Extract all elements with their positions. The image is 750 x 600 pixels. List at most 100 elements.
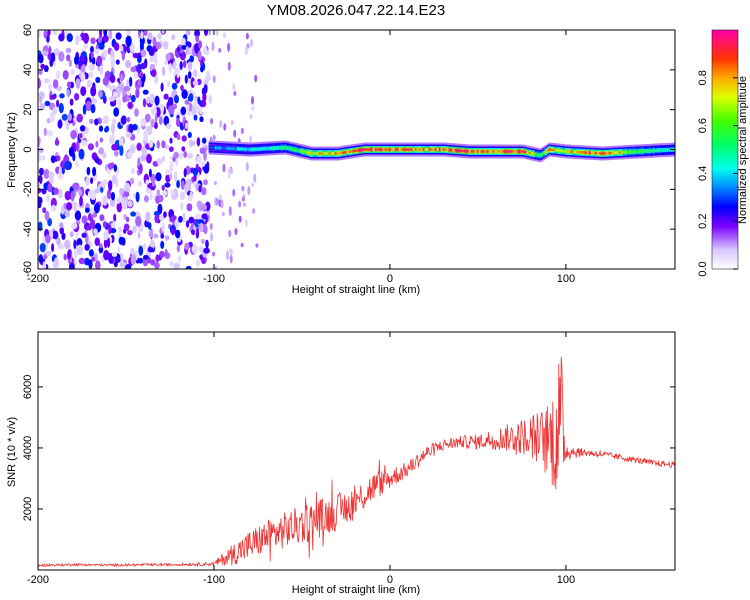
colorbar-tick-label: 0.2 (697, 214, 709, 229)
snr-panel: -200 -100 0 100 2000 4000 6000 Height of strai… (6, 331, 676, 596)
noise-cell (81, 232, 87, 238)
signal-cell (318, 152, 322, 155)
noise-cell (199, 105, 203, 115)
noise-cell (191, 244, 198, 254)
noise-cell (209, 223, 213, 230)
noise-cell (130, 94, 136, 103)
signal-cell (392, 148, 396, 151)
noise-cell (161, 190, 168, 196)
noise-cell (121, 198, 128, 210)
noise-cell (61, 232, 66, 240)
signal-cell (386, 148, 390, 151)
signal-cell (542, 152, 546, 155)
noise-cell (200, 203, 207, 211)
noise-cell (253, 173, 257, 183)
noise-cell (195, 227, 200, 239)
noise-cell (123, 85, 130, 92)
noise-cell (39, 95, 43, 104)
noise-cell (195, 35, 199, 43)
noise-cell (46, 130, 54, 137)
noise-cell (38, 174, 43, 185)
noise-cell (135, 191, 140, 203)
noise-cell (185, 45, 190, 56)
noise-cell (112, 118, 117, 125)
noise-cell (123, 214, 127, 220)
noise-cell (121, 49, 126, 61)
noise-cell (199, 147, 206, 155)
signal-cell (364, 148, 368, 151)
signal-cell (606, 152, 610, 155)
noise-cell (195, 213, 201, 220)
signal-cell (390, 148, 394, 151)
noise-cell (90, 45, 94, 54)
spectrogram-ylabel: Frequency (Hz) (6, 112, 18, 188)
signal-cell (378, 148, 382, 151)
snr-frame (37, 331, 676, 571)
noise-cell (38, 167, 44, 176)
signal-cell (600, 152, 604, 155)
noise-cell (183, 60, 187, 68)
noise-cell (102, 221, 107, 228)
noise-cell (173, 171, 178, 182)
noise-cell (165, 169, 172, 176)
noise-cell (133, 71, 139, 79)
signal-cell (356, 149, 360, 152)
noise-cell (127, 230, 133, 236)
signal-cell (338, 152, 342, 155)
noise-cell (113, 107, 120, 117)
signal-cell (334, 152, 338, 155)
noise-cell (234, 228, 238, 235)
signal-cell (400, 148, 404, 151)
signal-cell (308, 151, 312, 155)
snr-xtick-label: 100 (557, 574, 575, 586)
noise-cell (119, 73, 124, 82)
noise-cell (187, 71, 192, 79)
signal-cell (456, 149, 460, 152)
noise-cell (67, 249, 72, 260)
signal-cell (300, 150, 304, 153)
noise-cell (109, 96, 115, 102)
noise-cell (226, 250, 229, 261)
noise-cell (227, 42, 231, 52)
noise-cell (126, 116, 131, 123)
noise-cell (124, 182, 131, 194)
signal-cell (634, 150, 638, 153)
noise-cell (38, 136, 41, 147)
noise-cell (93, 228, 98, 236)
spectrogram-xtick-label: 100 (557, 273, 575, 285)
signal-cell (608, 151, 612, 155)
noise-cell (66, 81, 72, 88)
noise-cell (98, 147, 105, 155)
noise-cell (45, 250, 52, 256)
noise-cell (177, 255, 182, 264)
noise-cell (192, 167, 199, 176)
signal-cell (284, 146, 288, 149)
noise-cell (161, 140, 166, 149)
signal-cell (232, 147, 236, 150)
noise-cell (90, 51, 94, 59)
noise-cell (130, 254, 137, 265)
noise-cell (57, 172, 64, 180)
signal-cell (536, 153, 540, 156)
signal-cell (466, 150, 470, 153)
noise-cell (240, 127, 244, 135)
noise-cell (53, 48, 60, 56)
noise-cell (149, 190, 153, 201)
noise-cell (115, 256, 121, 263)
colorbar-tick-label: 0.6 (697, 118, 709, 133)
signal-cell (238, 147, 242, 151)
noise-cell (43, 65, 49, 73)
noise-cell (118, 236, 125, 245)
noise-cell (92, 166, 97, 177)
noise-cell (86, 166, 91, 176)
signal-cell (592, 151, 596, 155)
noise-cell (146, 153, 152, 164)
noise-cell (198, 40, 202, 49)
noise-cell (171, 227, 175, 236)
signal-cell (504, 150, 508, 153)
noise-cell (171, 82, 178, 90)
noise-cell (143, 195, 149, 203)
signal-cell (290, 147, 294, 151)
signal-cell (556, 149, 560, 152)
noise-cell (135, 216, 142, 227)
